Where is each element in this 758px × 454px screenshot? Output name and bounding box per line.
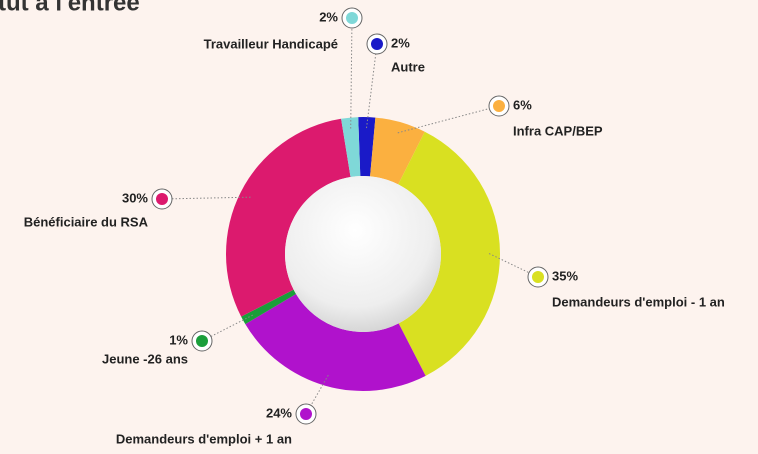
- label-dot: [156, 193, 168, 205]
- value-label: 35%: [552, 268, 578, 283]
- value-label: 6%: [513, 97, 532, 112]
- category-label: Jeune -26 ans: [102, 351, 188, 366]
- category-label: Demandeurs d'emploi + 1 an: [116, 431, 292, 446]
- value-label: 2%: [391, 35, 410, 50]
- donut-slice: [370, 117, 425, 185]
- donut-slice: [358, 117, 376, 177]
- label-dot: [196, 335, 208, 347]
- donut-slice: [341, 117, 361, 178]
- category-label: Bénéficiaire du RSA: [24, 214, 149, 229]
- label-dot: [532, 271, 544, 283]
- category-label: Travailleur Handicapé: [204, 36, 338, 51]
- value-label: 24%: [266, 405, 292, 420]
- label-dot: [346, 12, 358, 24]
- donut-hole: [285, 176, 441, 332]
- label-dot: [493, 100, 505, 112]
- label-dot: [371, 38, 383, 50]
- leader-line: [366, 43, 378, 129]
- value-label: 1%: [169, 332, 188, 347]
- leader-line: [350, 17, 353, 129]
- leader-line: [305, 374, 329, 415]
- donut-slice: [241, 289, 297, 325]
- value-label: 30%: [122, 190, 148, 205]
- category-label: Autre: [391, 59, 425, 74]
- label-dot: [300, 408, 312, 420]
- leader-line: [201, 314, 253, 342]
- value-label: 2%: [319, 9, 338, 24]
- chart-title: tut à l'entrée: [0, 0, 140, 16]
- category-label: Demandeurs d'emploi - 1 an: [552, 294, 725, 309]
- donut-slice: [226, 118, 351, 317]
- category-label: Infra CAP/BEP: [513, 123, 603, 138]
- donut-slice: [398, 131, 500, 376]
- leader-line: [161, 196, 251, 200]
- donut-slice: [245, 293, 426, 391]
